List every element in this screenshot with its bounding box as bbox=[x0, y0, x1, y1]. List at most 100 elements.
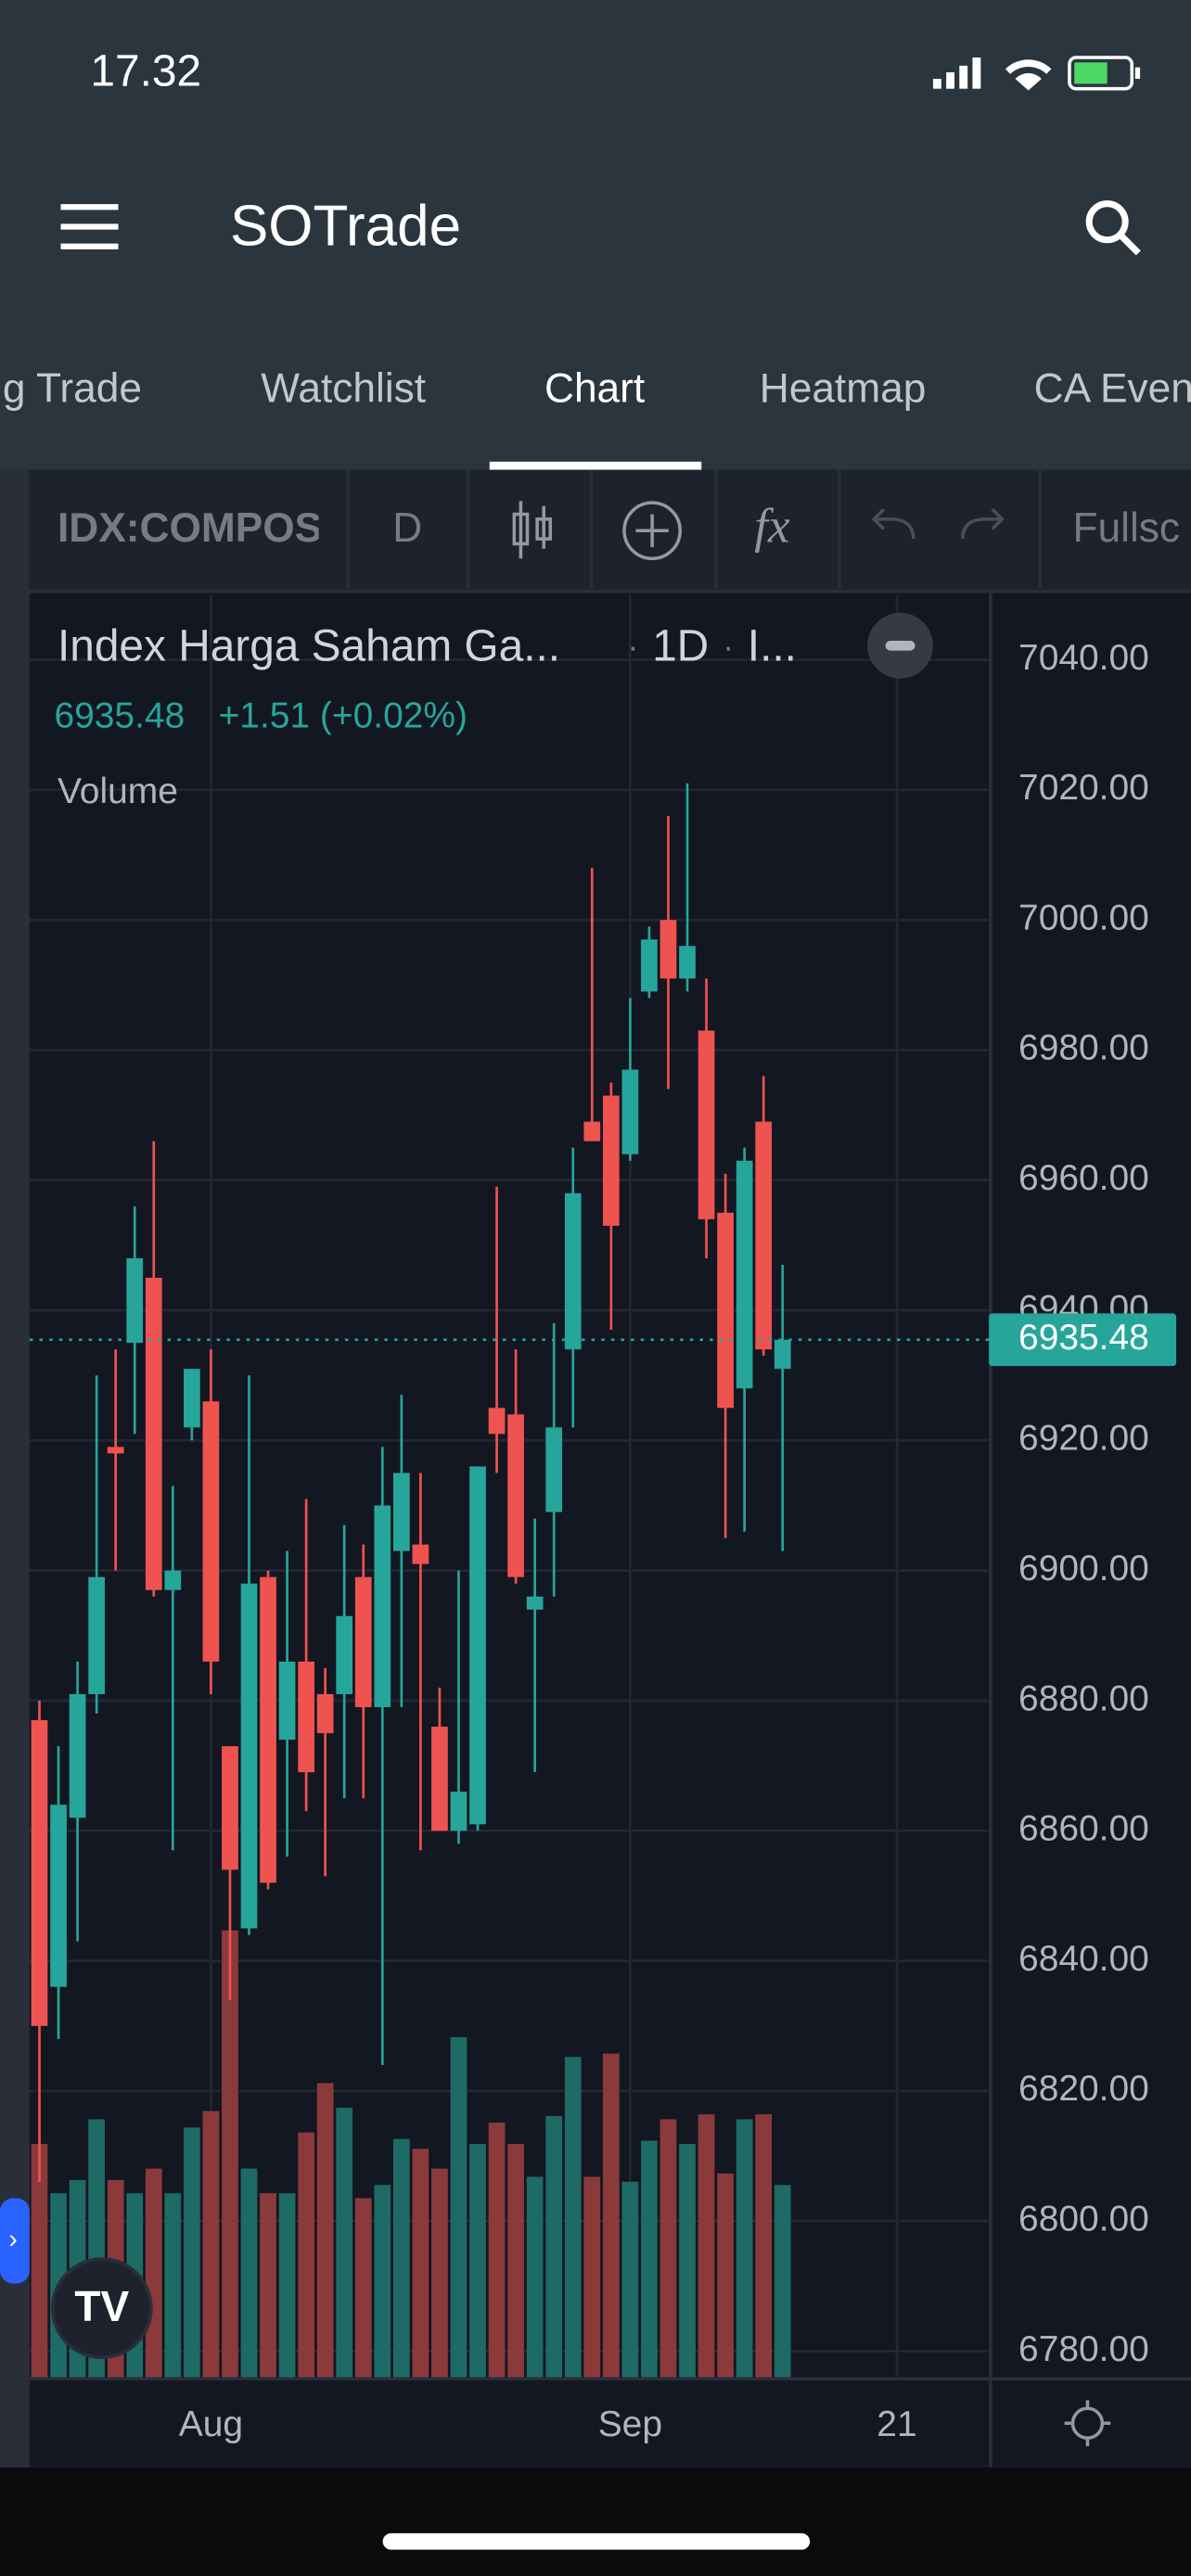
search-icon[interactable] bbox=[1085, 200, 1141, 256]
volume-bar bbox=[298, 2132, 314, 2378]
volume-bar bbox=[583, 2176, 601, 2378]
volume-bar bbox=[545, 2115, 563, 2378]
toolbar bbox=[29, 469, 1191, 592]
candle-body bbox=[679, 946, 696, 979]
legend-exchange: I... bbox=[748, 621, 797, 670]
symbol[interactable]: IDX:COMPOSI bbox=[58, 505, 334, 551]
collapse-icon bbox=[885, 640, 916, 651]
y-tick-label: 6840.00 bbox=[1018, 1939, 1149, 1979]
tab[interactable]: Watchlist bbox=[261, 365, 426, 411]
candle-body bbox=[50, 1804, 67, 1987]
volume-bar bbox=[184, 2127, 200, 2378]
volume-bar bbox=[469, 2144, 486, 2378]
undo-redo[interactable] bbox=[871, 507, 1005, 540]
volume-bar bbox=[145, 2168, 162, 2378]
last-price-label: 6935.48 bbox=[1018, 1318, 1149, 1358]
y-tick-label: 6980.00 bbox=[1018, 1028, 1149, 1068]
volume-bar bbox=[278, 2193, 296, 2378]
candle-body bbox=[450, 1792, 467, 1831]
volume-bar bbox=[222, 1930, 238, 2378]
candle-body bbox=[736, 1160, 753, 1389]
candle-body bbox=[88, 1576, 105, 1694]
separator: · bbox=[628, 628, 639, 665]
chart-type-icon[interactable] bbox=[512, 501, 553, 559]
candle-body bbox=[202, 1401, 220, 1662]
legend-name: Index Harga Saham Ga... bbox=[58, 621, 560, 670]
legend-price: 6935.48 bbox=[54, 696, 185, 736]
candle-body bbox=[336, 1615, 353, 1694]
volume-bar bbox=[164, 2193, 182, 2378]
volume-bar bbox=[679, 2144, 696, 2378]
candle-body bbox=[69, 1693, 86, 1818]
volume-bar bbox=[354, 2198, 372, 2378]
candle-body bbox=[107, 1447, 124, 1454]
volume-bar bbox=[641, 2140, 658, 2378]
menu-icon[interactable] bbox=[60, 204, 119, 249]
tv-logo-mark: TV bbox=[74, 2282, 129, 2330]
volume-bar bbox=[602, 2053, 620, 2378]
x-tick-label: Aug bbox=[179, 2404, 243, 2444]
indicators-icon[interactable]: fx bbox=[754, 499, 790, 553]
candle-body bbox=[431, 1727, 448, 1831]
candle-body bbox=[298, 1661, 314, 1773]
tv-logo[interactable] bbox=[50, 2257, 153, 2360]
volume-bar bbox=[31, 2144, 48, 2378]
volume-bar bbox=[431, 2168, 448, 2378]
volume-bar bbox=[698, 2114, 715, 2378]
y-tick-label: 6780.00 bbox=[1018, 2329, 1149, 2369]
volume-bar bbox=[526, 2176, 544, 2378]
status-time: 17.32 bbox=[90, 46, 201, 96]
volume-bar bbox=[660, 2119, 677, 2378]
candle-body bbox=[31, 1720, 48, 2026]
app-title: SOTrade bbox=[230, 194, 461, 258]
compare-icon[interactable] bbox=[622, 501, 682, 561]
legend-change: +1.51 (+0.02%) bbox=[219, 696, 467, 736]
interval[interactable]: D bbox=[392, 505, 422, 551]
time-axis-border bbox=[29, 2377, 1191, 2381]
legend-interval: 1D bbox=[652, 621, 709, 670]
y-tick-label: 6960.00 bbox=[1018, 1158, 1149, 1198]
candle-body bbox=[698, 1030, 715, 1219]
candle-body bbox=[354, 1576, 372, 1708]
candle-body bbox=[774, 1339, 791, 1370]
volume-bar bbox=[240, 2168, 258, 2378]
separator: · bbox=[723, 628, 734, 665]
side-panel-toggle[interactable] bbox=[0, 2198, 30, 2284]
volume-bar bbox=[392, 2138, 410, 2378]
y-tick-label: 6860.00 bbox=[1018, 1809, 1149, 1849]
x-tick-label: Sep bbox=[598, 2404, 662, 2444]
candle-body bbox=[240, 1583, 258, 1929]
volume-bar bbox=[621, 2181, 639, 2378]
toggle-arrow: › bbox=[8, 2225, 17, 2254]
candle-body bbox=[126, 1257, 144, 1344]
y-tick-label: 7040.00 bbox=[1018, 638, 1149, 678]
fullscreen[interactable]: Fullsc bbox=[1072, 505, 1180, 551]
candle-body bbox=[488, 1408, 506, 1435]
y-tick-label: 6820.00 bbox=[1018, 2069, 1149, 2109]
volume-bar bbox=[507, 2144, 524, 2378]
settings-icon[interactable] bbox=[1064, 2400, 1111, 2447]
candle-body bbox=[278, 1661, 296, 1741]
header bbox=[0, 0, 1191, 470]
candle-body bbox=[145, 1277, 162, 1590]
candle-body bbox=[260, 1576, 276, 1883]
candle-body bbox=[184, 1369, 200, 1428]
volume-bar bbox=[260, 2193, 276, 2378]
candle-body bbox=[660, 920, 677, 979]
volume-bar bbox=[488, 2123, 506, 2378]
y-tick-label: 6880.00 bbox=[1018, 1678, 1149, 1718]
tab[interactable]: Heatmap bbox=[760, 365, 927, 411]
candle-body bbox=[717, 1212, 734, 1409]
tab[interactable]: CA Even bbox=[1034, 365, 1191, 411]
candle-body bbox=[222, 1746, 238, 1870]
tab[interactable]: Chart bbox=[544, 365, 645, 411]
tab[interactable]: g Trade bbox=[3, 365, 142, 411]
candle-body bbox=[526, 1596, 544, 1610]
volume-bar bbox=[412, 2149, 429, 2378]
x-tick-label: 21 bbox=[877, 2404, 916, 2444]
y-tick-label: 7000.00 bbox=[1018, 898, 1149, 937]
price-axis-border bbox=[989, 591, 992, 2468]
candle-body bbox=[641, 939, 658, 992]
